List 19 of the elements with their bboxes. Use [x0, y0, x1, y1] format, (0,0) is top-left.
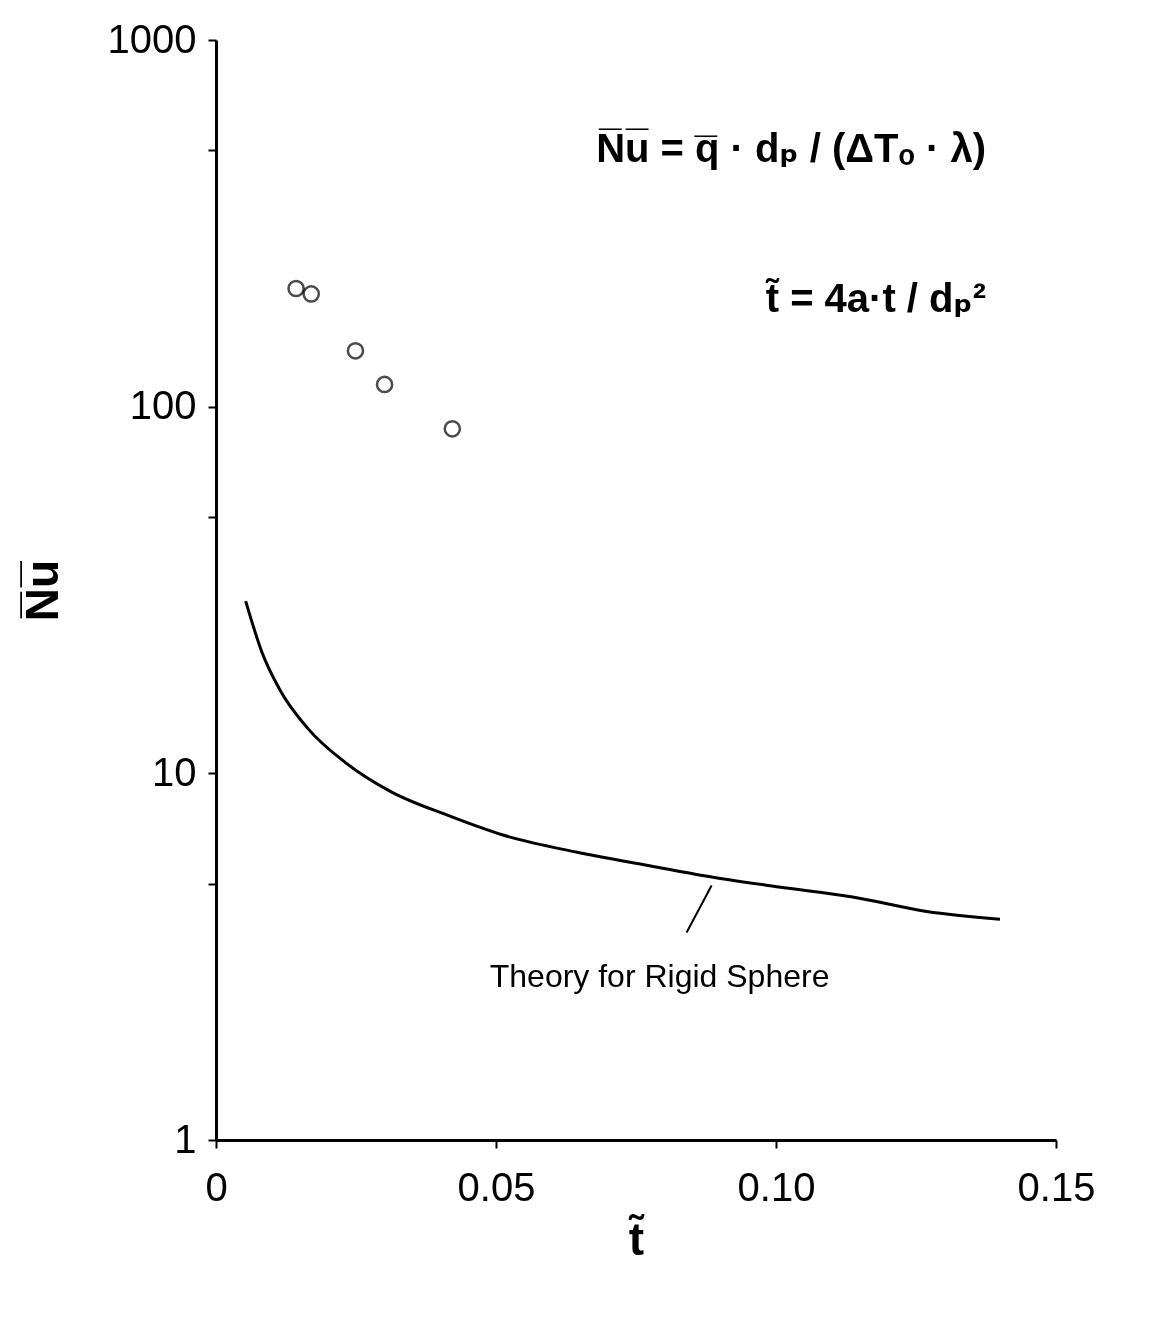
y-axis-title: N̅u̅	[15, 559, 68, 622]
point	[443, 420, 462, 438]
line-series	[244, 599, 1002, 921]
y-tick-label: 100	[129, 383, 197, 428]
x-tick-label: 0.15	[1017, 1164, 1096, 1209]
x-axis-title: t̃	[628, 1212, 645, 1265]
annotation: N̅u̅ = q̅ · dₚ / (ΔTₒ · λ)	[596, 126, 986, 170]
y-tick-label: 1	[174, 1116, 197, 1161]
annotation: Theory for Rigid Sphere	[489, 958, 830, 995]
point	[346, 342, 365, 360]
y-tick-label: 1000	[107, 16, 197, 61]
point	[375, 375, 394, 394]
x-tick-label: 0.05	[457, 1164, 536, 1209]
y-tick-label: 10	[152, 749, 197, 794]
point	[287, 279, 305, 298]
x-tick-label: 0	[205, 1164, 228, 1209]
x-tick-label: 0.10	[737, 1164, 816, 1209]
point	[302, 285, 321, 303]
annotation: t̃ = 4a·t / dₚ²	[764, 276, 986, 320]
